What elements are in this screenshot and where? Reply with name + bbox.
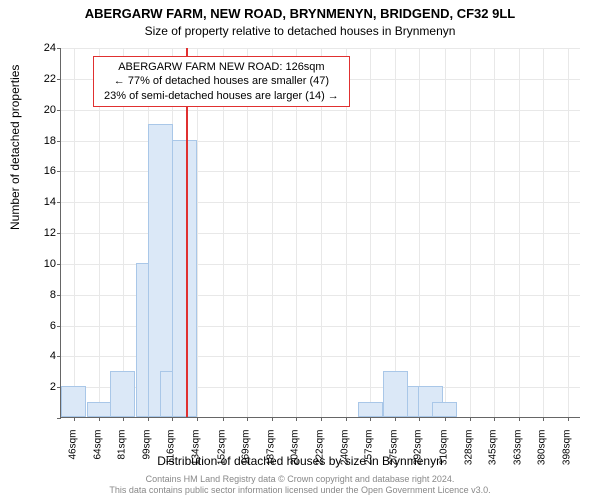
gridline-v bbox=[419, 48, 420, 417]
xtick-mark bbox=[296, 417, 297, 421]
xtick-label: 81sqm bbox=[116, 430, 127, 480]
xtick-mark bbox=[172, 417, 173, 421]
ytick-mark bbox=[57, 264, 61, 265]
ytick-mark bbox=[57, 141, 61, 142]
histogram-bar bbox=[383, 371, 408, 417]
histogram-bar bbox=[172, 140, 197, 418]
xtick-label: 152sqm bbox=[216, 430, 227, 480]
histogram-bar bbox=[87, 402, 112, 417]
xtick-label: 257sqm bbox=[364, 430, 375, 480]
gridline-v bbox=[445, 48, 446, 417]
footer-line-2: This data contains public sector informa… bbox=[0, 485, 600, 496]
gridline-v bbox=[74, 48, 75, 417]
ytick-mark bbox=[57, 48, 61, 49]
ytick-label: 8 bbox=[26, 289, 56, 301]
annotation-line-1: ABERGARW FARM NEW ROAD: 126sqm bbox=[104, 60, 339, 74]
xtick-label: 380sqm bbox=[537, 430, 548, 480]
xtick-label: 345sqm bbox=[487, 430, 498, 480]
xtick-label: 99sqm bbox=[142, 430, 153, 480]
ytick-label: 22 bbox=[26, 73, 56, 85]
xtick-label: 46sqm bbox=[67, 430, 78, 480]
xtick-mark bbox=[99, 417, 100, 421]
xtick-label: 328sqm bbox=[463, 430, 474, 480]
xtick-mark bbox=[445, 417, 446, 421]
gridline-v bbox=[494, 48, 495, 417]
gridline-v bbox=[519, 48, 520, 417]
xtick-label: 398sqm bbox=[562, 430, 573, 480]
ytick-mark bbox=[57, 233, 61, 234]
xtick-mark bbox=[123, 417, 124, 421]
ytick-label: 6 bbox=[26, 320, 56, 332]
xtick-mark bbox=[321, 417, 322, 421]
xtick-mark bbox=[568, 417, 569, 421]
ytick-mark bbox=[57, 295, 61, 296]
xtick-label: 134sqm bbox=[191, 430, 202, 480]
xtick-mark bbox=[395, 417, 396, 421]
ytick-mark bbox=[57, 171, 61, 172]
xtick-label: 116sqm bbox=[166, 430, 177, 480]
histogram-bar bbox=[110, 371, 135, 417]
xtick-mark bbox=[272, 417, 273, 421]
ytick-label: 2 bbox=[26, 381, 56, 393]
xtick-label: 310sqm bbox=[438, 430, 449, 480]
xtick-mark bbox=[74, 417, 75, 421]
xtick-mark bbox=[419, 417, 420, 421]
ytick-label: 24 bbox=[26, 42, 56, 54]
gridline-v bbox=[568, 48, 569, 417]
histogram-bar bbox=[358, 402, 383, 417]
ytick-label: 4 bbox=[26, 350, 56, 362]
annotation-line-3: 23% of semi-detached houses are larger (… bbox=[104, 89, 339, 103]
xtick-mark bbox=[346, 417, 347, 421]
ytick-label: 20 bbox=[26, 104, 56, 116]
xtick-mark bbox=[247, 417, 248, 421]
ytick-label: 18 bbox=[26, 135, 56, 147]
y-axis-label: Number of detached properties bbox=[8, 65, 22, 230]
ytick-label: 14 bbox=[26, 196, 56, 208]
gridline-v bbox=[370, 48, 371, 417]
xtick-label: 292sqm bbox=[413, 430, 424, 480]
xtick-label: 240sqm bbox=[340, 430, 351, 480]
ytick-mark bbox=[57, 202, 61, 203]
xtick-mark bbox=[197, 417, 198, 421]
xtick-mark bbox=[370, 417, 371, 421]
xtick-label: 169sqm bbox=[240, 430, 251, 480]
xtick-mark bbox=[494, 417, 495, 421]
histogram-bar bbox=[432, 402, 457, 417]
chart-container: { "chart": { "type": "histogram", "title… bbox=[0, 0, 600, 500]
xtick-mark bbox=[148, 417, 149, 421]
xtick-mark bbox=[543, 417, 544, 421]
ytick-label: 10 bbox=[26, 258, 56, 270]
xtick-label: 187sqm bbox=[265, 430, 276, 480]
xtick-mark bbox=[223, 417, 224, 421]
xtick-label: 363sqm bbox=[513, 430, 524, 480]
gridline-v bbox=[395, 48, 396, 417]
xtick-mark bbox=[519, 417, 520, 421]
ytick-mark bbox=[57, 418, 61, 419]
xtick-label: 275sqm bbox=[389, 430, 400, 480]
ytick-mark bbox=[57, 110, 61, 111]
ytick-label: 16 bbox=[26, 165, 56, 177]
gridline-v bbox=[543, 48, 544, 417]
annotation-box: ABERGARW FARM NEW ROAD: 126sqm ← 77% of … bbox=[93, 56, 350, 107]
chart-subtitle: Size of property relative to detached ho… bbox=[0, 24, 600, 38]
histogram-bar bbox=[61, 386, 86, 417]
ytick-label: 12 bbox=[26, 227, 56, 239]
xtick-label: 64sqm bbox=[92, 430, 103, 480]
annotation-line-2: ← 77% of detached houses are smaller (47… bbox=[104, 74, 339, 88]
xtick-mark bbox=[470, 417, 471, 421]
xtick-label: 204sqm bbox=[289, 430, 300, 480]
ytick-mark bbox=[57, 326, 61, 327]
gridline-v bbox=[470, 48, 471, 417]
chart-title: ABERGARW FARM, NEW ROAD, BRYNMENYN, BRID… bbox=[0, 6, 600, 21]
ytick-mark bbox=[57, 79, 61, 80]
plot-area: ABERGARW FARM NEW ROAD: 126sqm ← 77% of … bbox=[60, 48, 580, 418]
xtick-label: 222sqm bbox=[315, 430, 326, 480]
ytick-mark bbox=[57, 356, 61, 357]
